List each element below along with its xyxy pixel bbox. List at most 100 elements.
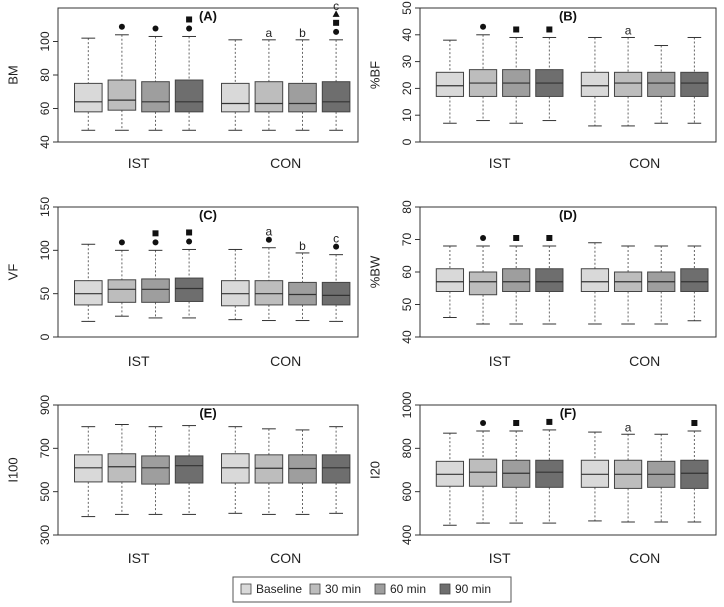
box-ist-baseline — [435, 245, 465, 318]
box-ist-baseline — [74, 37, 103, 131]
y-tick-label: 1000 — [400, 391, 414, 418]
y-tick-label: 50 — [400, 1, 414, 15]
marker-circle — [333, 243, 340, 250]
box-ist-30-min — [107, 23, 137, 131]
y-axis-label: I100 — [6, 457, 21, 482]
y-tick-label: 60 — [400, 265, 414, 279]
plot-frame — [57, 404, 359, 536]
box-iqr — [107, 79, 137, 111]
panel-a: 40 60 80 100 BM (A) IST CON a b c — [6, 0, 359, 171]
legend-label-baseline: Baseline — [256, 582, 302, 596]
group-label-con: CON — [270, 155, 301, 171]
marker-circle — [118, 23, 125, 30]
marker-square — [513, 235, 520, 241]
legend-label-90min: 90 min — [455, 582, 491, 596]
panel-c: 0 50 100 150 VF (C) IST CON a b c — [6, 197, 359, 369]
box-iqr — [580, 268, 610, 292]
box-con-90-min — [680, 420, 709, 523]
y-tick-label: 20 — [400, 81, 414, 95]
y-tick-label: 40 — [38, 135, 52, 149]
box-con-90-min — [680, 245, 709, 322]
y-tick-label: 80 — [38, 68, 52, 82]
y-tick-label: 300 — [38, 525, 52, 545]
panel-tag: (B) — [559, 9, 577, 24]
box-iqr — [174, 79, 204, 113]
box-ist-30-min — [107, 424, 137, 515]
y-tick-label: 70 — [400, 233, 414, 247]
y-tick-label: 500 — [38, 481, 52, 501]
marker-letter-c: c — [333, 0, 339, 13]
y-tick-label: 700 — [38, 438, 52, 458]
group-label-ist: IST — [128, 550, 150, 566]
y-tick-label: 600 — [400, 481, 414, 501]
y-axis-label: %BW — [368, 255, 383, 288]
box-ist-30-min — [468, 420, 498, 524]
box-iqr — [141, 278, 170, 303]
box-con-baseline — [580, 431, 610, 522]
marker-letter-b: b — [299, 26, 306, 40]
group-label-ist: IST — [489, 353, 511, 369]
y-axis-label: I20 — [368, 461, 383, 479]
legend-swatch-baseline — [240, 583, 252, 595]
box-con-60-min: b — [288, 26, 317, 131]
box-iqr — [435, 268, 465, 292]
box-con-baseline — [580, 242, 610, 325]
box-iqr — [321, 281, 351, 306]
box-ist-60-min — [141, 230, 170, 319]
box-iqr — [680, 268, 709, 292]
marker-triangle — [332, 10, 340, 17]
box-con-90-min: c — [321, 0, 351, 131]
marker-letter-a: a — [625, 23, 632, 37]
plot-frame — [419, 404, 717, 536]
marker-square — [152, 230, 159, 237]
y-tick-label: 150 — [38, 197, 52, 217]
legend-swatch-90min — [439, 583, 451, 595]
panel-tag: (F) — [560, 406, 577, 421]
box-iqr — [221, 82, 250, 113]
box-ist-30-min — [468, 235, 498, 325]
marker-circle — [480, 23, 487, 30]
marker-square — [186, 229, 193, 236]
y-tick-label: 0 — [38, 333, 52, 340]
box-ist-baseline — [74, 426, 103, 518]
legend-swatch-30min — [309, 583, 321, 595]
box-iqr — [535, 459, 564, 488]
box-iqr — [254, 454, 284, 484]
box-con-60-min — [647, 245, 676, 325]
box-iqr — [288, 281, 317, 306]
group-label-ist: IST — [128, 353, 150, 369]
box-con-90-min — [321, 426, 351, 514]
box-con-60-min — [647, 45, 676, 124]
box-ist-30-min — [107, 239, 137, 317]
marker-letter-b: b — [299, 239, 306, 253]
box-ist-60-min — [502, 235, 531, 325]
marker-square — [333, 19, 340, 26]
panel-b: 0 10 20 30 40 50 %BF (B) IST CON a — [368, 1, 717, 171]
box-con-30-min: a — [254, 26, 284, 131]
box-con-90-min: c — [321, 232, 351, 322]
box-ist-90-min — [174, 425, 204, 515]
box-iqr — [613, 71, 643, 97]
marker-square — [546, 235, 553, 241]
group-label-con: CON — [270, 353, 301, 369]
panel-tag: (D) — [559, 208, 577, 223]
marker-circle — [152, 239, 159, 246]
y-tick-label: 40 — [400, 330, 414, 344]
plot-frame — [419, 7, 717, 143]
panel-e: 300 500 700 900 I100 (E) IST CON — [6, 395, 359, 566]
box-iqr — [74, 82, 103, 113]
y-tick-label: 100 — [38, 31, 52, 51]
y-axis-label: %BF — [368, 61, 383, 89]
marker-circle — [480, 235, 487, 241]
y-tick-label: 400 — [400, 525, 414, 545]
legend: Baseline 30 min 60 min 90 min — [232, 576, 512, 603]
y-tick-label: 100 — [38, 240, 52, 260]
marker-letter-c: c — [333, 232, 339, 246]
marker-letter-a: a — [625, 420, 632, 434]
group-label-con: CON — [629, 550, 660, 566]
marker-circle — [118, 239, 125, 246]
y-tick-label: 50 — [400, 298, 414, 312]
y-tick-label: 10 — [400, 108, 414, 122]
panel-tag: (E) — [199, 406, 216, 421]
box-iqr — [288, 82, 317, 113]
